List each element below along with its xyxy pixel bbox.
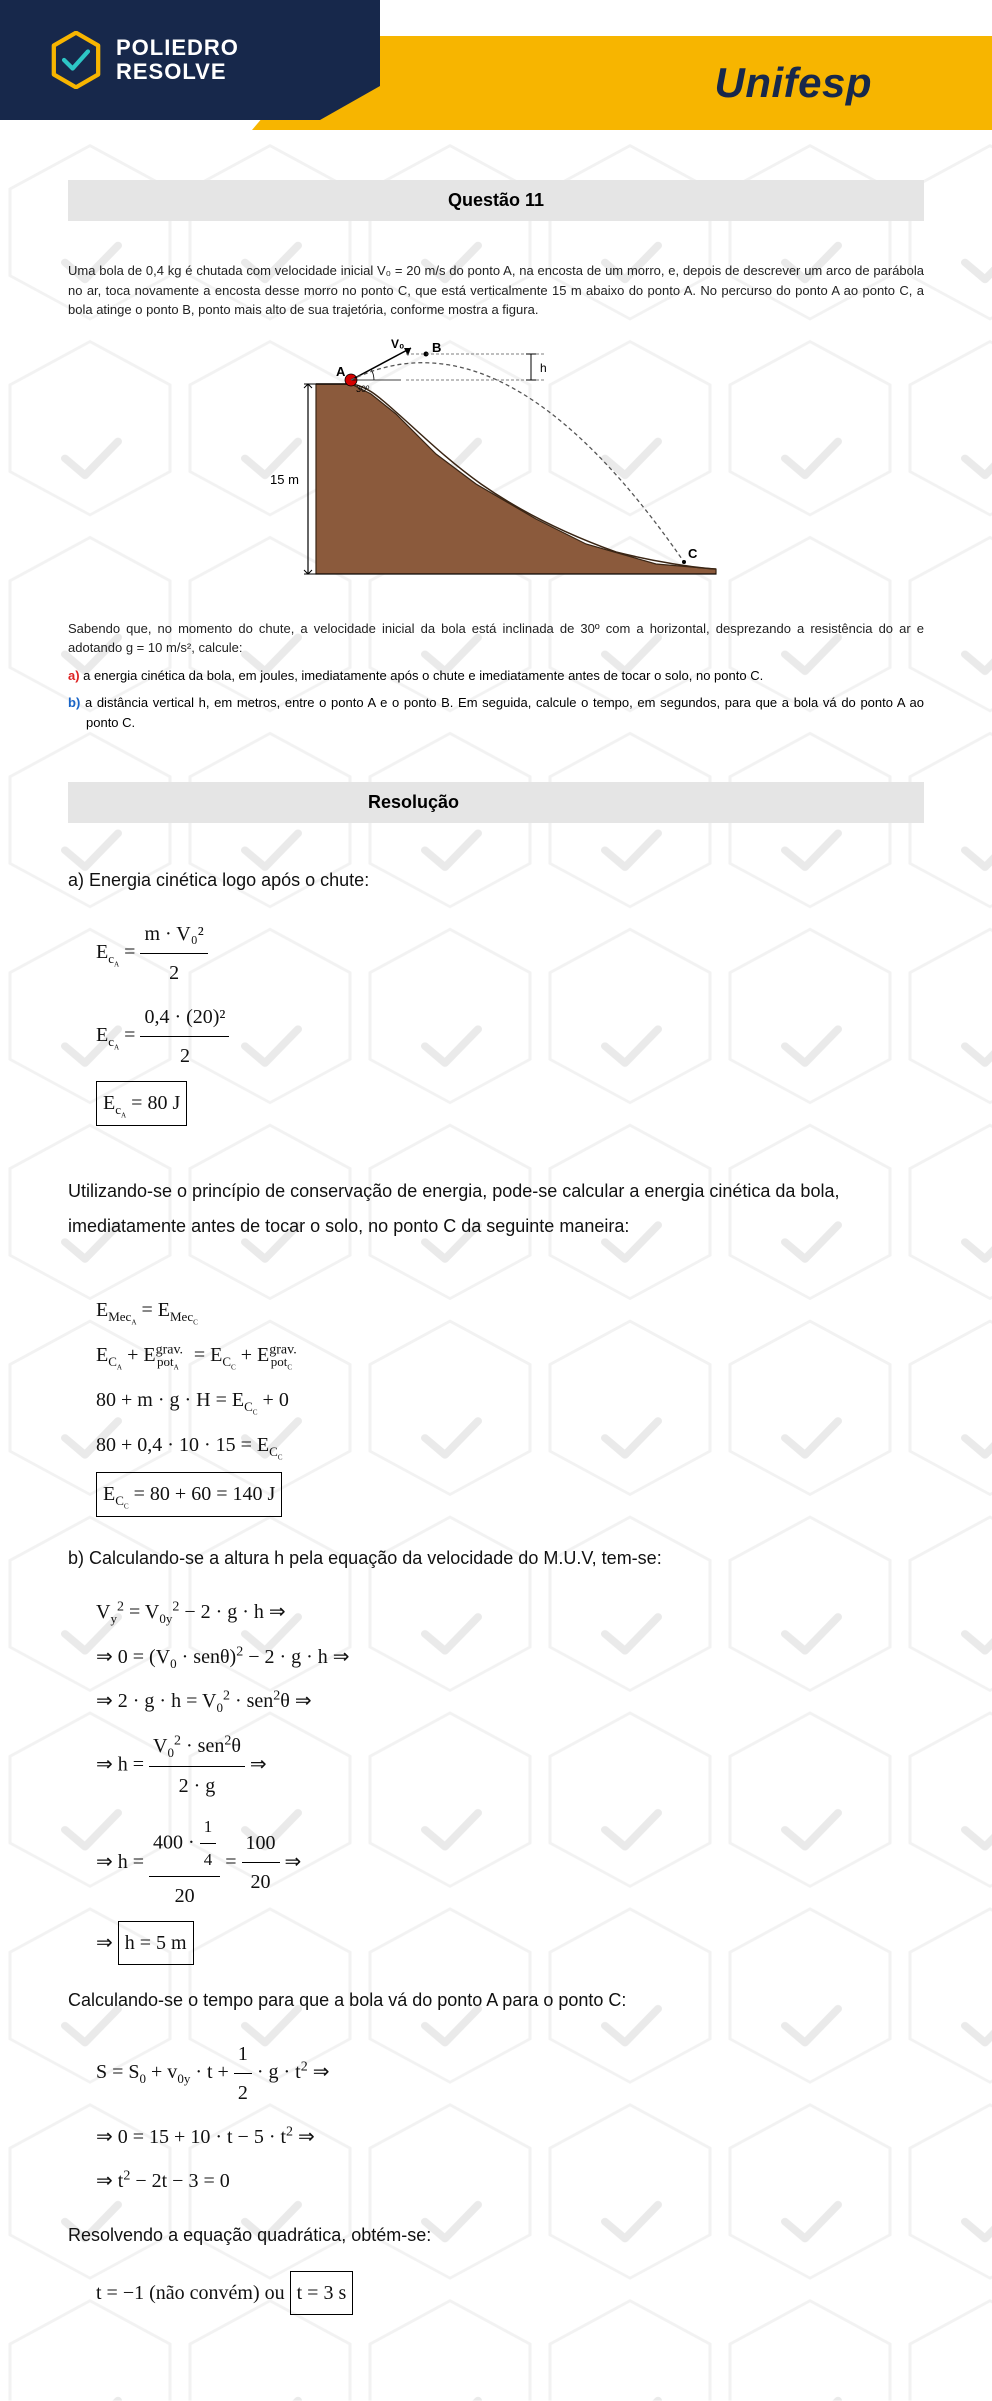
blue-banner: POLIEDRO RESOLVE	[0, 0, 380, 120]
sol-b-text3: Resolvendo a equação quadrática, obtém-s…	[68, 2218, 924, 2252]
logo-text: POLIEDRO RESOLVE	[116, 36, 239, 84]
eq-mec4: 80 + 0,4 · 10 · 15 = ECC	[96, 1426, 924, 1465]
page-header: Unifesp POLIEDRO RESOLVE	[0, 0, 992, 140]
question-title: Questão 11	[68, 180, 924, 221]
sol-a-text1: Utilizando-se o princípio de conservação…	[68, 1174, 924, 1242]
resolution-title: Resolução	[68, 782, 924, 823]
eq-b7: S = S0 + v0y · t + 12 · g · t2 ⇒	[96, 2035, 924, 2112]
hexagon-check-icon	[50, 31, 102, 89]
sol-b-intro: b) Calculando-se a altura h pela equação…	[68, 1541, 924, 1575]
diagram-h-label: h	[540, 361, 547, 375]
sol-b-text2: Calculando-se o tempo para que a bola vá…	[68, 1983, 924, 2017]
diagram-angle-label: 30º	[356, 384, 370, 394]
diagram-A-label: A	[336, 364, 346, 379]
logo-line1: POLIEDRO	[116, 36, 239, 60]
eq-b4: ⇒ h = V02 · sen2θ2 · g ⇒	[96, 1727, 924, 1805]
diagram-C-label: C	[688, 546, 698, 561]
eq-b9: ⇒ t2 − 2t − 3 = 0	[96, 2162, 924, 2200]
eq-a3: EcA = 80 J	[96, 1081, 924, 1126]
eq-a1: EcA = m · V₀²2	[96, 915, 924, 992]
diagram-V0-label: V₀	[391, 337, 404, 351]
eq-mec2: ECA + Egrav.potA = ECC + Egrav.potC	[96, 1336, 924, 1375]
eq-mec3: 80 + m · g · H = ECC + 0	[96, 1381, 924, 1420]
uni-logo-text: Unifesp	[714, 59, 872, 107]
logo-line2: RESOLVE	[116, 60, 239, 84]
question-item-a: a) a energia cinética da bola, em joules…	[68, 666, 924, 686]
eq-a2: EcA = 0,4 · (20)²2	[96, 998, 924, 1075]
diagram-B-label: B	[432, 340, 441, 355]
eq-b1: Vy2 = V0y2 − 2 · g · h ⇒	[96, 1593, 924, 1632]
sol-a-intro: a) Energia cinética logo após o chute:	[68, 863, 924, 897]
question-body: Uma bola de 0,4 kg é chutada com velocid…	[68, 261, 924, 320]
eq-b3: ⇒ 2 · g · h = V02 · sen2θ ⇒	[96, 1682, 924, 1721]
eq-b10: t = −1 (não convém) ou t = 3 s	[96, 2271, 924, 2315]
eq-b6: ⇒ h = 5 m	[96, 1921, 924, 1965]
eq-b2: ⇒ 0 = (V0 · senθ)2 − 2 · g · h ⇒	[96, 1638, 924, 1677]
question-conditions: Sabendo que, no momento do chute, a velo…	[68, 619, 924, 658]
eq-mec1: EMecA = EMecC	[96, 1291, 924, 1330]
eq-mec5: ECC = 80 + 60 = 140 J	[96, 1472, 924, 1517]
eq-b5: ⇒ h = 400 · 14 20 = 10020 ⇒	[96, 1811, 924, 1916]
diagram-15m-label: 15 m	[270, 472, 299, 487]
question-diagram: 15 m A 30º V₀ B C	[68, 334, 924, 599]
eq-b8: ⇒ 0 = 15 + 10 · t − 5 · t2 ⇒	[96, 2118, 924, 2156]
question-item-b: b) a distância vertical h, em metros, en…	[68, 693, 924, 732]
